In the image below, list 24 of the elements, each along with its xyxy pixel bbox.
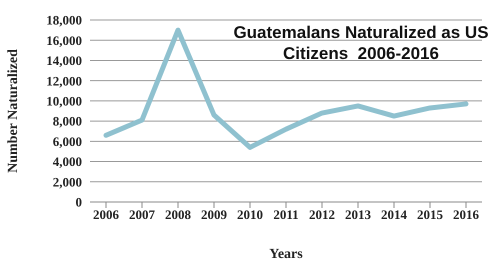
y-tick-label: 18,000 <box>46 12 82 28</box>
y-tick-label: 6,000 <box>52 134 82 149</box>
x-tick-label: 2006 <box>93 207 120 222</box>
y-tick-label: 8,000 <box>52 114 82 129</box>
x-tick-label: 2015 <box>417 207 444 222</box>
y-tick-label: 14,000 <box>46 53 82 68</box>
x-tick-label: 2007 <box>129 207 156 222</box>
y-tick-label: 12,000 <box>46 73 82 88</box>
y-tick-label: 10,000 <box>46 94 82 109</box>
x-axis-title: Years <box>269 247 304 262</box>
y-tick-label: 4,000 <box>52 154 82 170</box>
y-tick-label: 16,000 <box>46 32 82 48</box>
y-tick-label: 0 <box>76 194 82 210</box>
y-tick-label: 2,000 <box>52 174 82 190</box>
x-tick-label: 2014 <box>381 207 408 222</box>
x-tick-label: 2008 <box>165 207 192 222</box>
x-tick-label: 2010 <box>237 207 263 222</box>
x-tick-label: 2012 <box>309 207 335 222</box>
text: Guatemalans Naturalized as US Citizens 2006-2016 <box>232 22 490 64</box>
x-tick-label: 2011 <box>273 207 299 222</box>
x-tick-label: 2009 <box>201 207 228 222</box>
x-tick-label: 2016 <box>453 207 480 222</box>
x-tick-label: 2013 <box>345 207 372 222</box>
y-axis-title: Number Naturalized <box>6 48 21 173</box>
